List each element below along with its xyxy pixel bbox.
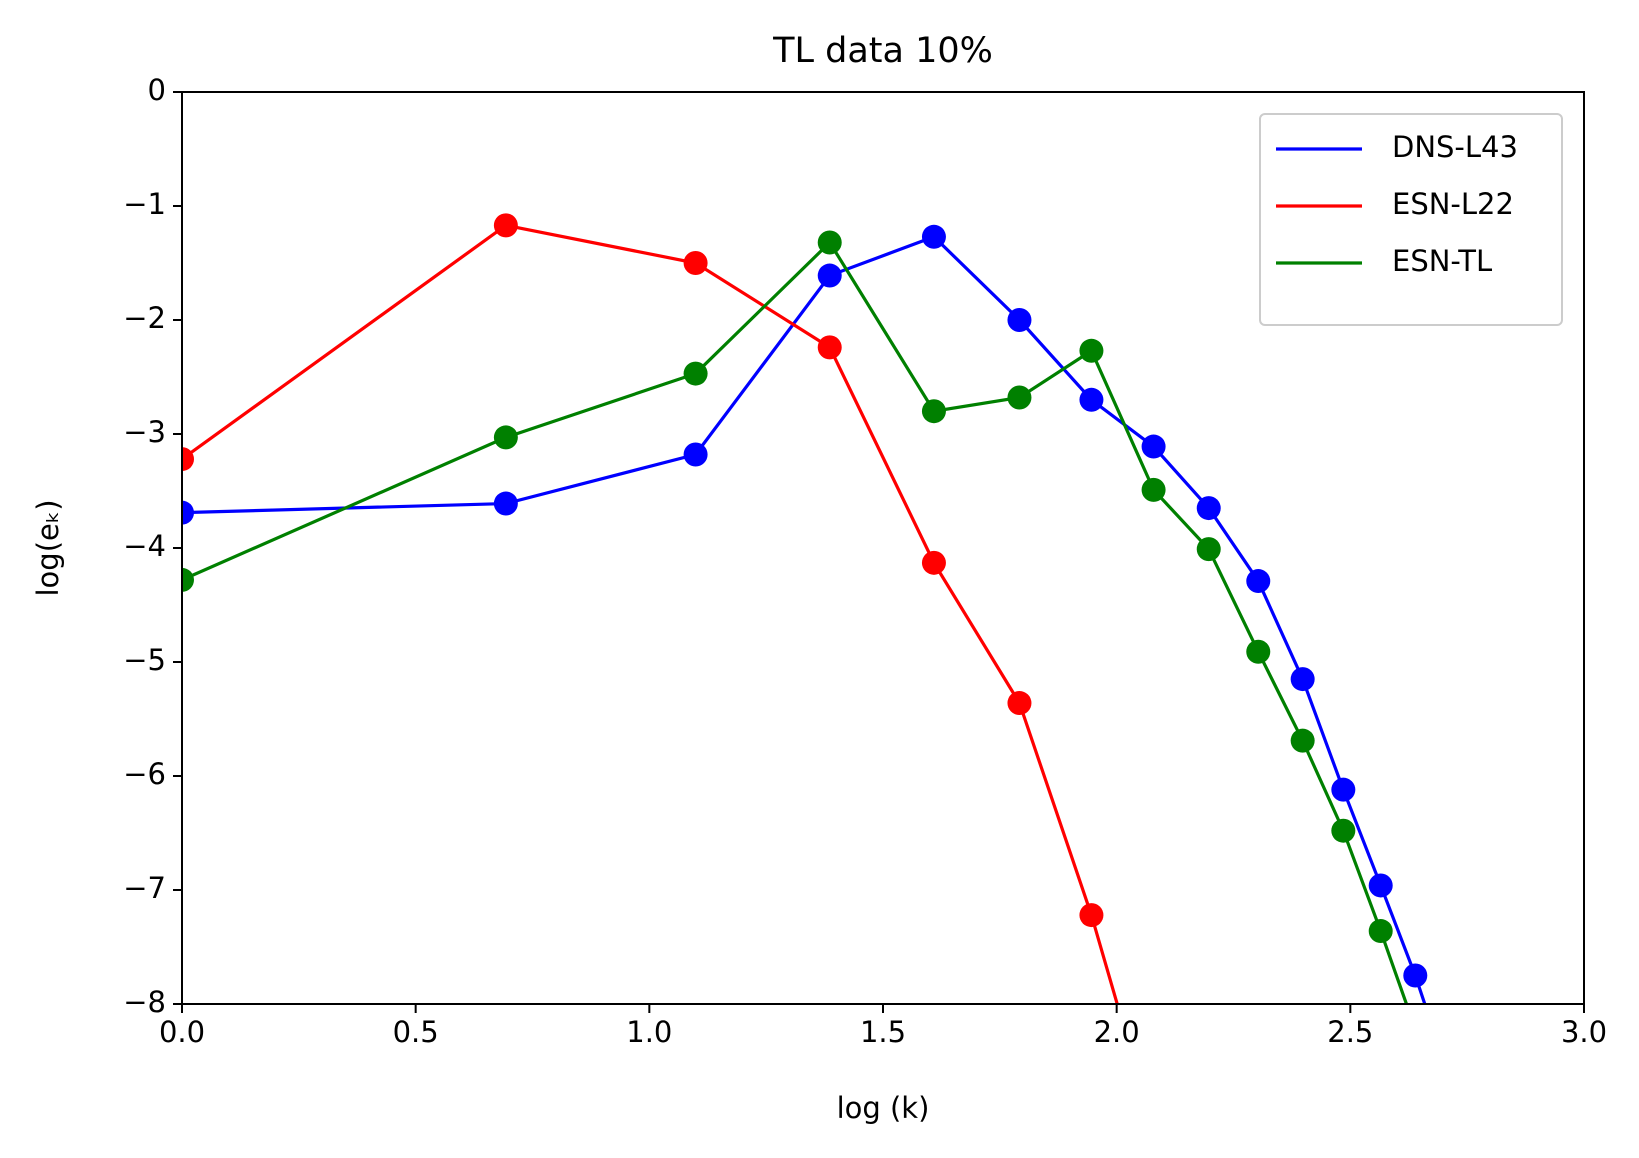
data-point xyxy=(1007,691,1032,716)
data-point xyxy=(1331,777,1356,802)
data-point xyxy=(1403,1017,1427,1041)
data-point xyxy=(1290,728,1315,753)
series-line xyxy=(182,223,1119,1004)
data-point xyxy=(1141,477,1166,502)
data-point xyxy=(1007,308,1032,332)
legend-label: DNS-L43 xyxy=(1392,130,1518,164)
data-point xyxy=(1141,434,1166,459)
data-point xyxy=(1142,1117,1166,1141)
y-tick-label: −5 xyxy=(123,643,166,677)
data-point xyxy=(1368,873,1393,898)
x-tick-label: 0.0 xyxy=(159,1015,205,1049)
data-point xyxy=(817,335,842,360)
x-axis-label: log (k) xyxy=(837,1091,930,1125)
series-line xyxy=(182,239,1409,1004)
x-tick-label: 2.0 xyxy=(1094,1015,1140,1049)
y-axis-label: log(eₖ) xyxy=(31,499,65,596)
y-tick-label: −8 xyxy=(123,985,166,1019)
data-point xyxy=(1403,963,1428,988)
data-point xyxy=(182,567,194,592)
chart-title: TL data 10% xyxy=(772,31,993,71)
data-point xyxy=(1079,903,1104,928)
data-point xyxy=(817,263,842,288)
data-point xyxy=(1368,919,1393,944)
plot-frame xyxy=(181,91,1585,1005)
data-point xyxy=(921,224,946,249)
x-tick-label: 2.5 xyxy=(1327,1015,1373,1049)
data-point xyxy=(493,425,518,450)
data-point xyxy=(683,442,708,467)
legend-label: ESN-TL xyxy=(1392,244,1492,278)
data-point xyxy=(817,230,842,255)
data-point xyxy=(182,500,194,525)
data-point xyxy=(1007,385,1032,410)
x-tick-label: 0.5 xyxy=(393,1015,439,1049)
data-point xyxy=(1290,667,1315,692)
x-tick-label: 1.5 xyxy=(860,1015,906,1049)
legend-label: ESN-L22 xyxy=(1392,187,1514,221)
data-point xyxy=(1196,496,1221,521)
plot-area xyxy=(182,213,1460,1141)
data-point xyxy=(683,361,708,386)
data-point xyxy=(1079,338,1104,363)
data-point xyxy=(921,550,946,575)
x-tick-label: 1.0 xyxy=(626,1015,672,1049)
data-point xyxy=(1246,639,1271,664)
data-point xyxy=(1079,387,1104,412)
y-tick-label: −6 xyxy=(123,757,166,791)
data-point xyxy=(1331,818,1356,843)
legend-box xyxy=(1259,113,1563,326)
data-point xyxy=(921,399,946,424)
data-point xyxy=(493,491,518,516)
data-point xyxy=(182,447,194,472)
y-tick-label: −7 xyxy=(123,871,166,905)
data-point xyxy=(1246,569,1271,594)
y-tick-label: 0 xyxy=(148,73,166,107)
y-tick-label: −1 xyxy=(123,187,166,221)
data-point xyxy=(1196,537,1221,562)
data-point xyxy=(493,213,518,238)
y-tick-label: −3 xyxy=(123,415,166,449)
y-tick-label: −2 xyxy=(123,301,166,335)
x-tick-label: 3.0 xyxy=(1561,1015,1607,1049)
y-tick-label: −4 xyxy=(123,529,166,563)
data-point xyxy=(1436,1060,1460,1084)
data-point xyxy=(683,251,708,275)
